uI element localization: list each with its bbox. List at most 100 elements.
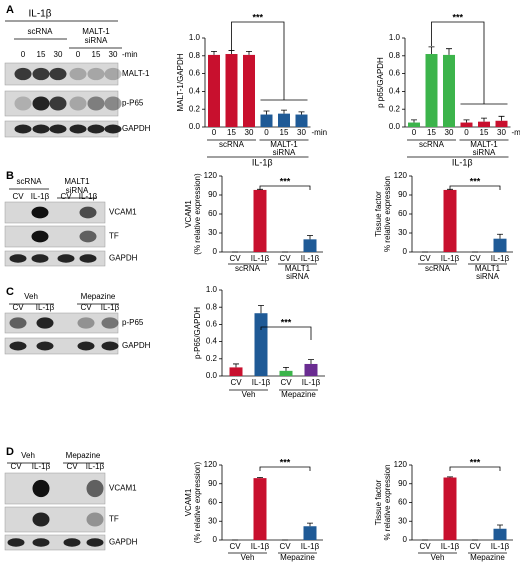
bar <box>229 367 243 376</box>
x-tick-label: CV <box>469 254 481 263</box>
y-tick-label: 120 <box>204 171 218 180</box>
bar <box>495 120 508 127</box>
y-tick-label: 60 <box>398 498 407 507</box>
y-tick-label: 90 <box>208 190 217 199</box>
blot-group: siRNA <box>85 36 108 45</box>
x-tick-label: CV <box>229 542 241 551</box>
y-tick-label: 90 <box>208 479 217 488</box>
row-label: GAPDH <box>109 254 138 263</box>
group-label: Veh <box>431 553 445 562</box>
lane-label: CV <box>12 192 24 201</box>
bar <box>493 528 507 540</box>
significance-bracket <box>449 185 501 190</box>
blot-group: scRNA <box>17 177 43 186</box>
significance-bracket <box>259 185 311 190</box>
y-axis-label: Tissue factor <box>374 479 383 525</box>
y-axis-label: % relative expression <box>383 464 392 540</box>
y-tick-label: 0.8 <box>389 51 401 60</box>
significance-label: *** <box>280 176 291 186</box>
band <box>86 479 104 498</box>
band <box>32 96 50 111</box>
x-axis-label: IL-1β <box>252 157 273 167</box>
row-label: GAPDH <box>122 341 151 350</box>
band <box>79 230 97 243</box>
lane-label: 15 <box>37 50 46 59</box>
y-tick-label: 120 <box>394 171 408 180</box>
group-label: siRNA <box>286 272 309 281</box>
x-tick-label: 30 <box>445 128 454 137</box>
x-suffix: -min <box>312 128 328 137</box>
y-axis-label: (% relative expression) <box>193 461 202 543</box>
y-axis-label: VCAM1 <box>184 200 193 228</box>
y-tick-label: 0.6 <box>389 69 401 78</box>
x-tick-label: 0 <box>412 128 417 137</box>
x-tick-label: 0 <box>212 128 217 137</box>
x-tick-label: CV <box>279 254 291 263</box>
y-tick-label: 1.0 <box>206 285 218 294</box>
group-label: Mepazine <box>281 390 316 399</box>
error-bar <box>258 305 264 314</box>
error-bar <box>307 522 313 527</box>
blot-group: scRNA <box>28 27 54 36</box>
band <box>36 341 54 351</box>
blot-strip <box>4 250 106 267</box>
bar <box>260 114 273 127</box>
bar <box>460 122 473 127</box>
lane-label: IL-1β <box>101 303 120 312</box>
y-tick-label: 0.0 <box>189 122 201 131</box>
band <box>49 67 67 81</box>
x-tick-label: IL-1β <box>252 378 271 387</box>
y-axis-label: VCAM1 <box>184 488 193 516</box>
lane-label: IL-1β <box>31 192 50 201</box>
row-label: TF <box>109 232 119 241</box>
x-tick-label: CV <box>279 542 291 551</box>
error-bar <box>233 363 239 368</box>
bar <box>279 370 293 376</box>
lane-label: CV <box>80 303 92 312</box>
blot-group: MALT1 <box>64 177 90 186</box>
blot-group: Veh <box>24 292 38 301</box>
bar <box>304 363 318 376</box>
significance-label: *** <box>281 317 292 327</box>
band <box>14 124 32 134</box>
significance-bracket <box>231 21 285 100</box>
x-tick-label: CV <box>419 542 431 551</box>
y-axis-label: p-P65/GAPDH <box>193 307 202 359</box>
band <box>31 230 49 243</box>
group-label: scRNA <box>425 264 451 273</box>
bar <box>425 54 438 127</box>
x-tick-label: 0 <box>464 128 469 137</box>
error-bar <box>281 109 287 114</box>
row-label: VCAM1 <box>109 484 137 493</box>
error-bar <box>283 367 289 371</box>
group-label: scRNA <box>419 140 445 149</box>
row-label: GAPDH <box>109 538 138 547</box>
band <box>86 512 104 527</box>
bar <box>443 477 457 540</box>
group-label: Veh <box>242 390 256 399</box>
significance-bracket <box>431 21 485 104</box>
row-label: VCAM1 <box>109 208 137 217</box>
group-label: siRNA <box>473 148 496 157</box>
panel-label: D <box>6 446 14 458</box>
lane-label: CV <box>60 192 72 201</box>
bar <box>254 313 268 376</box>
bar <box>253 478 267 540</box>
row-label: p-P65 <box>122 99 144 108</box>
bar <box>303 239 317 252</box>
significance-label: *** <box>470 457 481 467</box>
blot-strip <box>4 506 106 533</box>
lane-label: IL-1β <box>86 462 105 471</box>
error-bar <box>481 117 487 122</box>
y-tick-label: 30 <box>398 228 407 237</box>
error-bar <box>307 235 313 240</box>
x-tick-label: 30 <box>245 128 254 137</box>
x-tick-label: CV <box>469 542 481 551</box>
band <box>69 124 87 134</box>
blot-strip <box>4 534 106 551</box>
lane-label: 15 <box>92 50 101 59</box>
x-tick-label: IL-1β <box>441 254 460 263</box>
x-tick-label: 15 <box>427 128 436 137</box>
x-tick-label: IL-1β <box>251 254 270 263</box>
row-label: GAPDH <box>122 124 151 133</box>
